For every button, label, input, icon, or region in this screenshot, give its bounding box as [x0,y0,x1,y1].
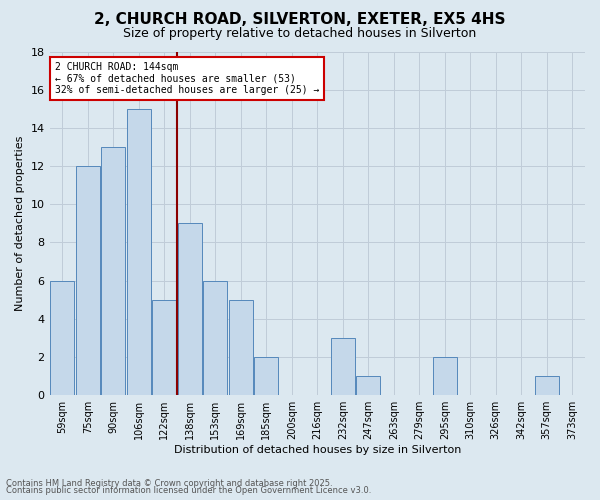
Bar [152,300,176,395]
Text: Size of property relative to detached houses in Silverton: Size of property relative to detached ho… [124,28,476,40]
Bar [178,224,202,395]
X-axis label: Distribution of detached houses by size in Silverton: Distribution of detached houses by size … [173,445,461,455]
Text: Contains HM Land Registry data © Crown copyright and database right 2025.: Contains HM Land Registry data © Crown c… [6,478,332,488]
Bar [254,357,278,395]
Bar [76,166,100,395]
Bar [127,109,151,395]
Bar [331,338,355,395]
Bar [229,300,253,395]
Bar [101,147,125,395]
Bar [203,280,227,395]
Bar [433,357,457,395]
Bar [535,376,559,395]
Text: 2, CHURCH ROAD, SILVERTON, EXETER, EX5 4HS: 2, CHURCH ROAD, SILVERTON, EXETER, EX5 4… [94,12,506,28]
Y-axis label: Number of detached properties: Number of detached properties [15,136,25,311]
Text: 2 CHURCH ROAD: 144sqm
← 67% of detached houses are smaller (53)
32% of semi-deta: 2 CHURCH ROAD: 144sqm ← 67% of detached … [55,62,319,95]
Text: Contains public sector information licensed under the Open Government Licence v3: Contains public sector information licen… [6,486,371,495]
Bar [50,280,74,395]
Bar [356,376,380,395]
